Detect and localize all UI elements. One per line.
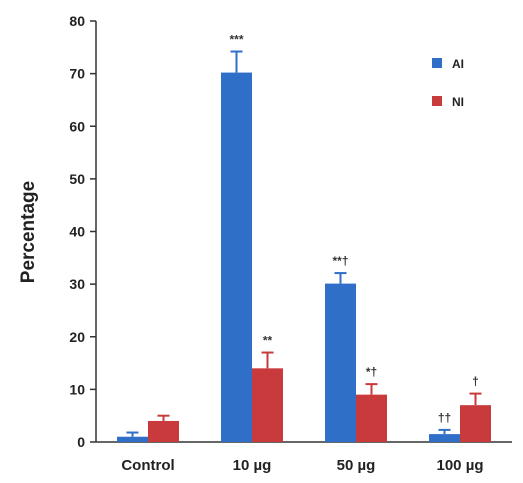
bar-ni [148, 420, 179, 442]
y-tick-label: 40 [69, 224, 85, 240]
y-tick-label: 10 [69, 381, 85, 397]
y-tick-label: 50 [69, 171, 85, 187]
x-category-label: 50 µg [337, 457, 376, 474]
bar-ni [252, 368, 283, 442]
bar-ai [325, 283, 356, 442]
x-category-label: 10 µg [233, 457, 272, 474]
y-tick-label: 20 [69, 329, 85, 345]
x-axis-labels: Control 10 µg 50 µg 100 µg [121, 457, 483, 474]
significance-label: *† [366, 365, 377, 379]
significance-label: *** [229, 33, 243, 47]
y-tick-label: 30 [69, 276, 85, 292]
legend-label: AI [452, 57, 464, 71]
significance-label: ** [263, 334, 273, 348]
y-axis-ticks: 0 10 20 30 40 50 60 70 80 [69, 13, 96, 450]
legend: AI NI [432, 57, 464, 109]
y-tick-label: 60 [69, 118, 85, 134]
legend-swatch [432, 96, 442, 106]
bar-ai [429, 434, 460, 442]
legend-swatch [432, 58, 442, 68]
bars: *******†*†††† [117, 33, 491, 442]
bar-ni [460, 405, 491, 442]
significance-label: † [472, 375, 479, 389]
bar-ai [221, 72, 252, 442]
y-tick-label: 80 [69, 13, 85, 29]
legend-label: NI [452, 95, 464, 109]
bar-ai [117, 436, 148, 442]
x-category-label: 100 µg [437, 457, 484, 474]
chart-axes [95, 21, 512, 443]
significance-label: †† [438, 411, 451, 425]
significance-label: **† [332, 254, 348, 268]
bar-ni [356, 394, 387, 442]
y-axis-title: Percentage [18, 181, 39, 283]
x-category-label: Control [121, 457, 174, 474]
y-tick-label: 0 [77, 434, 85, 450]
y-tick-label: 70 [69, 66, 85, 82]
